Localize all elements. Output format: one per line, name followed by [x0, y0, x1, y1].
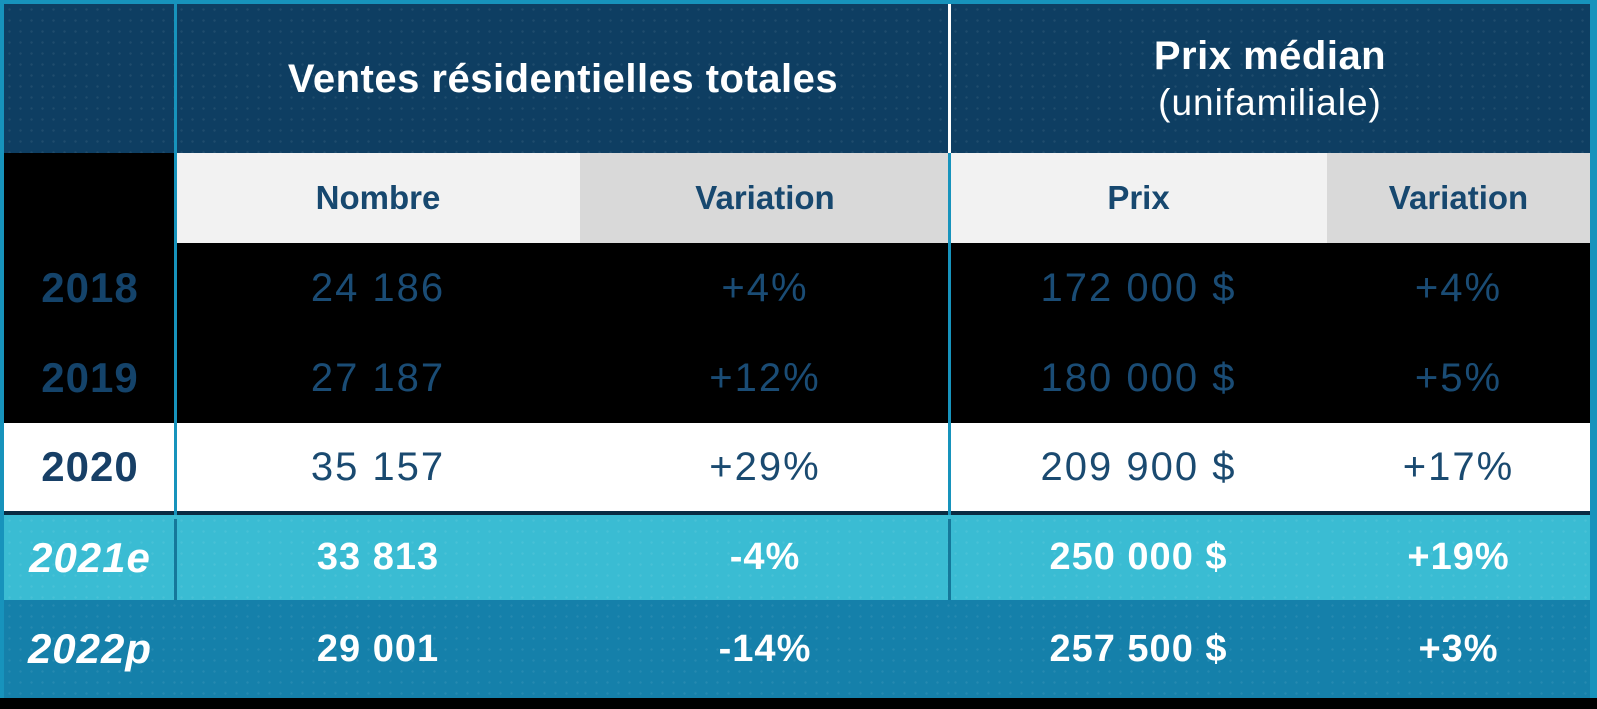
header-variation-prix: Variation [1327, 153, 1590, 243]
prix-value: 172 000 $ [1040, 265, 1237, 310]
variation-prix-value: +4% [1414, 265, 1503, 310]
header-nombre-label: Nombre [315, 179, 441, 216]
year-label: 2022p [27, 625, 153, 672]
column-divider [174, 519, 177, 600]
nombre-value: 35 157 [310, 444, 446, 489]
header-variation-prix-label: Variation [1388, 179, 1529, 216]
variation-ventes-value: +12% [709, 355, 821, 400]
header-prix: Prix [950, 153, 1327, 243]
group-header-ventes: Ventes résidentielles totales [176, 4, 950, 153]
group-header-row: Ventes résidentielles totales Prix média… [4, 4, 1590, 153]
year-label: 2018 [41, 264, 139, 311]
variation-ventes-value: -14% [718, 627, 812, 670]
corner-cell [4, 4, 176, 153]
variation-prix-value: +19% [1407, 536, 1510, 578]
prix-value: 209 900 $ [1040, 444, 1237, 489]
year-label: 2019 [41, 354, 139, 401]
prix-value: 250 000 $ [1049, 536, 1228, 578]
header-prix-label: Prix [1107, 179, 1170, 216]
header-variation-ventes: Variation [580, 153, 950, 243]
variation-prix-value: +17% [1402, 444, 1515, 489]
group-title-prix: Prix médian [1153, 33, 1387, 78]
group-title-ventes: Ventes résidentielles totales [287, 56, 839, 101]
prix-value: 257 500 $ [1049, 627, 1228, 670]
year-label: 2021e [29, 533, 151, 581]
year-header-cell [4, 153, 176, 243]
variation-ventes-value: -4% [729, 536, 801, 578]
group-divider [948, 153, 951, 515]
group-divider [948, 4, 951, 153]
column-divider [174, 4, 177, 515]
table-row-2019: 2019 27 187 +12% 180 000 $ +5% [4, 333, 1590, 423]
variation-ventes-value: +4% [721, 265, 809, 310]
nombre-value: 33 813 [316, 536, 440, 578]
prix-value: 180 000 $ [1040, 355, 1237, 400]
variation-prix-value: +3% [1418, 627, 1499, 670]
variation-prix-value: +5% [1414, 355, 1503, 400]
column-header-row: Nombre Variation Prix Variation [4, 153, 1590, 243]
variation-ventes-value: +29% [709, 444, 821, 489]
nombre-value: 29 001 [316, 627, 440, 670]
table-row-2018: 2018 24 186 +4% 172 000 $ +4% [4, 243, 1590, 333]
group-header-prix: Prix médian (unifamiliale) [950, 4, 1590, 153]
table-row-2021e: 2021e 33 813 -4% 250 000 $ +19% [4, 515, 1590, 600]
group-divider [948, 519, 951, 600]
header-variation-ventes-label: Variation [695, 179, 835, 216]
nombre-value: 27 187 [310, 355, 446, 400]
header-nombre: Nombre [176, 153, 580, 243]
year-label: 2020 [41, 443, 139, 490]
nombre-value: 24 186 [310, 265, 446, 310]
group-subtitle-prix: (unifamiliale) [1158, 81, 1382, 123]
table-row-2022p: 2022p 29 001 -14% 257 500 $ +3% [4, 600, 1590, 698]
table-row-2020: 2020 35 157 +29% 209 900 $ +17% [4, 423, 1590, 511]
row-separator [4, 511, 1590, 515]
